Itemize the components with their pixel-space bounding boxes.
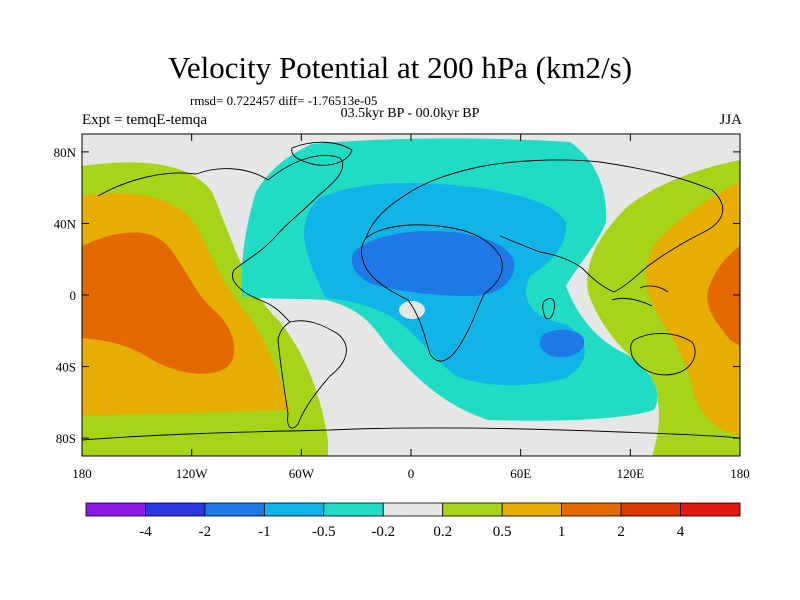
neutral-patch-gulf-guinea <box>399 301 425 319</box>
lon-tick-label: 120E <box>617 466 645 481</box>
map-axes: 180 120W 60W 0 60E 120E 180 80N 40N 0 40S 80S <box>54 134 750 481</box>
colorbar-swatch <box>501 502 563 517</box>
colorbar-label: 0.2 <box>433 524 452 540</box>
contour-indian-ocean-1 <box>539 329 585 358</box>
colorbar-label: 1 <box>558 524 566 540</box>
coastlines <box>82 141 740 441</box>
lon-tick-label: 60E <box>510 466 531 481</box>
lon-tick-label: 60W <box>289 466 315 481</box>
contour-wpacific-1 <box>707 246 740 346</box>
colorbar-label: 4 <box>677 524 685 540</box>
coast-madagascar <box>542 298 555 320</box>
lon-tick-label: 180 <box>730 466 750 481</box>
colorbar-swatch <box>263 502 325 517</box>
coast-australia <box>630 333 696 376</box>
colorbar-swatch <box>382 502 444 517</box>
colorbar-swatch <box>561 502 622 517</box>
colorbar-label: -0.5 <box>312 524 336 540</box>
coast-antarctica <box>82 427 740 441</box>
coast-greenland <box>291 141 353 166</box>
lat-tick-label: 80S <box>56 431 76 446</box>
colorbar-swatch <box>620 502 681 517</box>
colorbar-swatch <box>145 502 206 517</box>
stats-label: rmsd= 0.722457 diff= -1.76513e-05 <box>190 93 378 108</box>
lat-tick-label: 0 <box>70 288 77 303</box>
map-title: Velocity Potential at 200 hPa (km2/s) <box>167 50 633 85</box>
lat-tick-label: 80N <box>54 145 77 160</box>
season-label: JJA <box>719 112 742 128</box>
colorbar-label: -1 <box>258 524 271 540</box>
lon-tick-label: 0 <box>408 466 415 481</box>
contour-neg-1 <box>351 230 515 296</box>
colorbar-swatch <box>85 502 146 517</box>
contour-wpacific-0.5 <box>645 182 740 436</box>
coast-north-america <box>97 155 343 323</box>
period-label: 03.5kyr BP - 00.0kyr BP <box>340 106 480 121</box>
lon-tick-label: 180 <box>72 466 92 481</box>
coast-maritime-continent <box>611 285 669 307</box>
colorbar-label: 2 <box>617 524 625 540</box>
lon-tick-label: 120W <box>176 466 209 481</box>
coast-eurasia <box>365 159 724 293</box>
colorbar-label: -0.2 <box>371 524 395 540</box>
colorbar-swatch <box>204 502 265 517</box>
coast-africa <box>361 224 503 362</box>
experiment-label: Expt = temqE-temqa <box>82 112 208 128</box>
colorbar-label: -2 <box>199 524 212 540</box>
coast-south-america <box>277 320 347 429</box>
contour-fill-layer <box>82 134 740 456</box>
colorbar-label: -4 <box>139 524 152 540</box>
contour-pacific-1 <box>82 232 235 374</box>
colorbar-swatch <box>442 502 503 517</box>
colorbar-label: 0.5 <box>493 524 512 540</box>
lat-tick-label: 40S <box>56 360 76 375</box>
colorbar-swatch <box>680 502 741 517</box>
lat-tick-label: 40N <box>54 216 77 231</box>
colorbar-swatch <box>323 502 384 517</box>
